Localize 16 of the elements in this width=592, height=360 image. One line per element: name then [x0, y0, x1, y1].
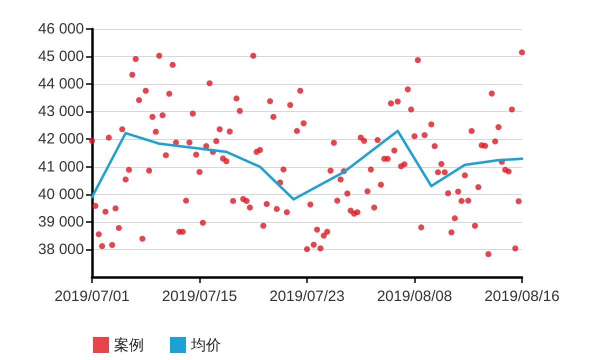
- y-tick-label: 46 000: [38, 20, 84, 38]
- y-tick-label: 39 000: [38, 213, 84, 230]
- y-tick-label: 41 000: [38, 158, 84, 176]
- x-tick-label: 2019/07/01: [54, 288, 130, 305]
- legend-label: 均价: [190, 336, 221, 354]
- y-tick-label: 42 000: [38, 130, 84, 148]
- legend-label: 案例: [114, 336, 144, 354]
- y-tick-label: 43 000: [38, 103, 84, 120]
- x-tick-label: 2019/07/15: [162, 288, 238, 305]
- y-tick-label: 44 000: [38, 76, 84, 93]
- x-tick-label: 2019/08/16: [484, 288, 560, 305]
- y-tick-label: 38 000: [38, 240, 84, 258]
- y-tick-label: 40 000: [38, 186, 84, 203]
- x-tick-label: 2019/08/08: [376, 288, 452, 305]
- y-tick-label: 45 000: [38, 48, 84, 66]
- x-tick-label: 2019/07/23: [269, 288, 345, 305]
